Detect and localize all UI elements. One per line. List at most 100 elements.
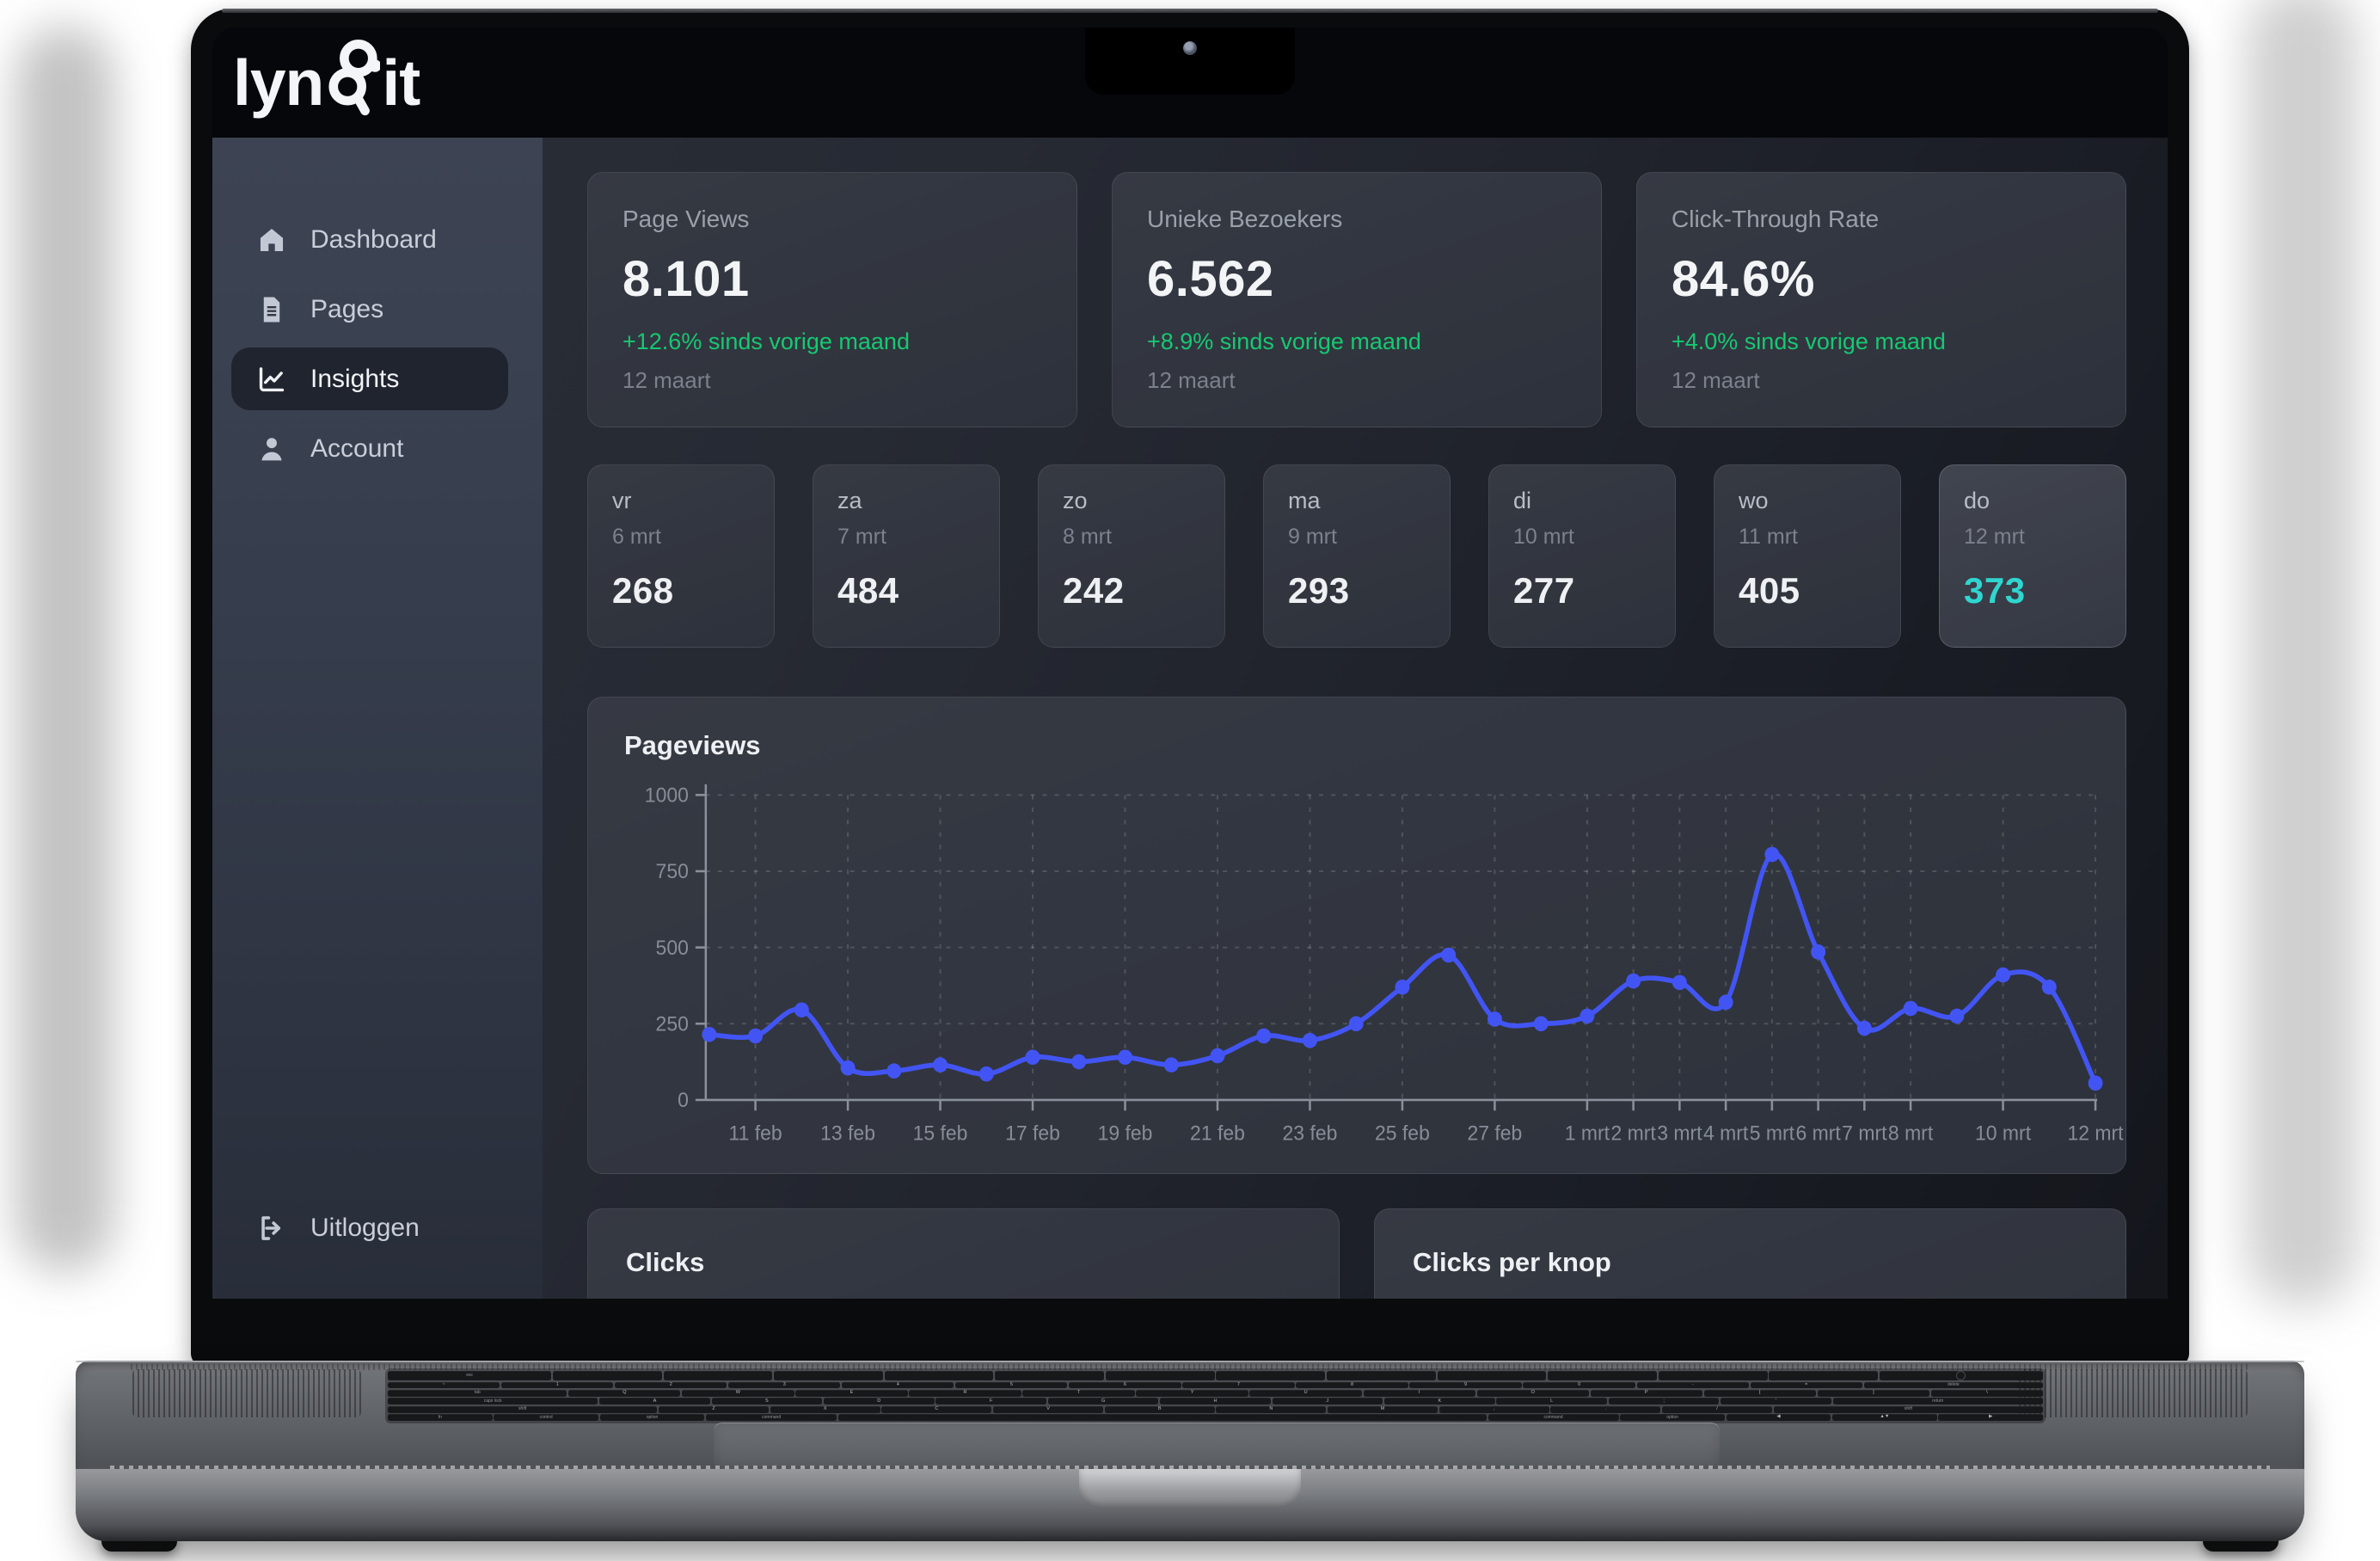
day-value: 405 (1739, 570, 1800, 611)
keyboard-key: A (599, 1398, 710, 1405)
keyboard-key: ◀ (1726, 1414, 1831, 1422)
keyboard-key: P (1590, 1390, 1702, 1397)
sidebar-item-label: Dashboard (310, 224, 437, 254)
lid-thumb-notch (1079, 1469, 1301, 1509)
keyboard-key: = (1750, 1381, 1862, 1389)
day-label: do (1964, 488, 1990, 513)
keyboard-key: esc (388, 1371, 552, 1380)
svg-text:0: 0 (678, 1089, 689, 1111)
keyboard-key: N (1216, 1405, 1327, 1413)
sidebar-item-account[interactable]: Account (212, 414, 543, 483)
day-label: zo (1063, 488, 1088, 513)
day-card-7-mrt[interactable]: za 7 mrt 484 (813, 464, 1000, 648)
pages-icon (257, 295, 286, 324)
keyboard-key: S (711, 1398, 823, 1405)
ambient-shadow-left (15, 26, 114, 1273)
speaker-grille-right (2019, 1369, 2248, 1417)
screen-notch (1085, 28, 1295, 95)
keyboard-key (1216, 1371, 1326, 1380)
keyboard-key: ; (1608, 1398, 1720, 1405)
day-date: 8 mrt (1063, 525, 1112, 549)
card-clicks: Clicks (587, 1208, 1340, 1299)
day-date: 11 mrt (1739, 525, 1798, 549)
card-title: Clicks (626, 1247, 705, 1277)
keyboard-key: M (1328, 1405, 1438, 1413)
day-card-11-mrt[interactable]: wo 11 mrt 405 (1714, 464, 1901, 648)
day-card-12-mrt[interactable]: do 12 mrt 373 (1939, 464, 2126, 648)
day-date: 7 mrt (837, 525, 886, 549)
day-card-9-mrt[interactable]: ma 9 mrt 293 (1263, 464, 1451, 648)
keyboard-key: 1 (501, 1381, 614, 1389)
card-clicks-per-knop: Clicks per knop (1374, 1208, 2126, 1299)
day-card-6-mrt[interactable]: vr 6 mrt 268 (587, 464, 775, 648)
svg-text:11 feb: 11 feb (729, 1122, 782, 1144)
day-cards-row: vr 6 mrt 268 za 7 mrt 484 zo 8 mrt 242 ma 9 mrt 293… (587, 464, 2126, 648)
keyboard-key: / (1662, 1405, 1772, 1413)
day-date: 9 mrt (1288, 525, 1337, 549)
keyboard-key: command (706, 1414, 837, 1422)
logout-button[interactable]: Uitloggen (212, 1202, 543, 1254)
base-front-apron (76, 1469, 2304, 1541)
svg-text:8 mrt: 8 mrt (1888, 1122, 1934, 1144)
svg-text:15 feb: 15 feb (913, 1122, 968, 1144)
stat-card: Unieke Bezoekers 6.562 +8.9% sinds vorige … (1112, 172, 1602, 427)
keyboard-key: R (909, 1390, 1021, 1397)
keyboard-key: ] (1817, 1390, 1929, 1397)
app-body: Dashboard Pages Insights Account Uitloggen … (212, 138, 2168, 1299)
sidebar: Dashboard Pages Insights Account Uitloggen (212, 138, 543, 1299)
keyboard-key (1437, 1371, 1547, 1380)
day-card-8-mrt[interactable]: zo 8 mrt 242 (1038, 464, 1225, 648)
keyboard-key: O (1476, 1390, 1589, 1397)
keyboard-key: ▶ (1938, 1414, 2043, 1422)
keyboard-key: tab (388, 1390, 567, 1397)
account-icon (257, 434, 286, 464)
sidebar-item-dashboard[interactable]: Dashboard (212, 205, 543, 274)
keyboard-key: ▲▼ (1832, 1414, 1937, 1422)
keyboard-key: 2 (615, 1381, 727, 1389)
svg-text:750: 750 (656, 860, 689, 882)
keyboard-key (1548, 1371, 1657, 1380)
stat-value: 6.562 (1147, 251, 1274, 307)
sidebar-item-insights[interactable]: Insights (231, 347, 508, 410)
keyboard-key: 7 (1182, 1381, 1295, 1389)
stat-delta: +12.6% sinds vorige maand (623, 329, 910, 354)
keyboard-key: Q (568, 1390, 681, 1397)
svg-text:13 feb: 13 feb (820, 1122, 875, 1144)
keyboard-key: I (1363, 1390, 1475, 1397)
keyboard-key: E (795, 1390, 908, 1397)
speaker-grille-top (131, 1364, 2249, 1370)
sidebar-item-label: Insights (310, 364, 400, 393)
keyboard-key (1327, 1371, 1436, 1380)
keyboard-key: K (1384, 1398, 1495, 1405)
day-value: 242 (1063, 570, 1125, 611)
keyboard-key: - (1636, 1381, 1749, 1389)
svg-text:4 mrt: 4 mrt (1703, 1122, 1749, 1144)
laptop-lid: lyn it Dashboard Pages Insights Account (191, 9, 2189, 1366)
svg-text:1000: 1000 (645, 784, 689, 806)
day-card-10-mrt[interactable]: di 10 mrt 277 (1488, 464, 1676, 648)
keyboard-key: return (1832, 1398, 2043, 1405)
keyboard-key: H (1160, 1398, 1271, 1405)
stats-row: Page Views 8.101 +12.6% sinds vorige maand… (587, 172, 2126, 427)
keyboard-key: L (1496, 1398, 1608, 1405)
laptop-trackpad (714, 1423, 1720, 1470)
keyboard-key: G (1047, 1398, 1159, 1405)
dashboard-app: lyn it Dashboard Pages Insights Account (212, 28, 2168, 1299)
keyboard-key: Y (1136, 1390, 1248, 1397)
day-label: vr (612, 488, 632, 513)
webcam-icon (1183, 41, 1197, 55)
logo-text-pre: lyn (233, 46, 324, 119)
main-content: Page Views 8.101 +12.6% sinds vorige maand… (543, 138, 2168, 1299)
keyboard-key: W (682, 1390, 794, 1397)
deck-front-edge (110, 1466, 2270, 1469)
keyboard-key: shift (388, 1405, 658, 1413)
keyboard-key (774, 1371, 883, 1380)
keyboard-key (1879, 1371, 2044, 1380)
stat-delta: +4.0% sinds vorige maand (1672, 329, 1946, 354)
stat-delta: +8.9% sinds vorige maand (1147, 329, 1421, 354)
keyboard-key: ' (1721, 1398, 1831, 1405)
svg-text:19 feb: 19 feb (1098, 1122, 1153, 1144)
sidebar-item-pages[interactable]: Pages (212, 274, 543, 344)
keyboard-key: command (1488, 1414, 1619, 1422)
